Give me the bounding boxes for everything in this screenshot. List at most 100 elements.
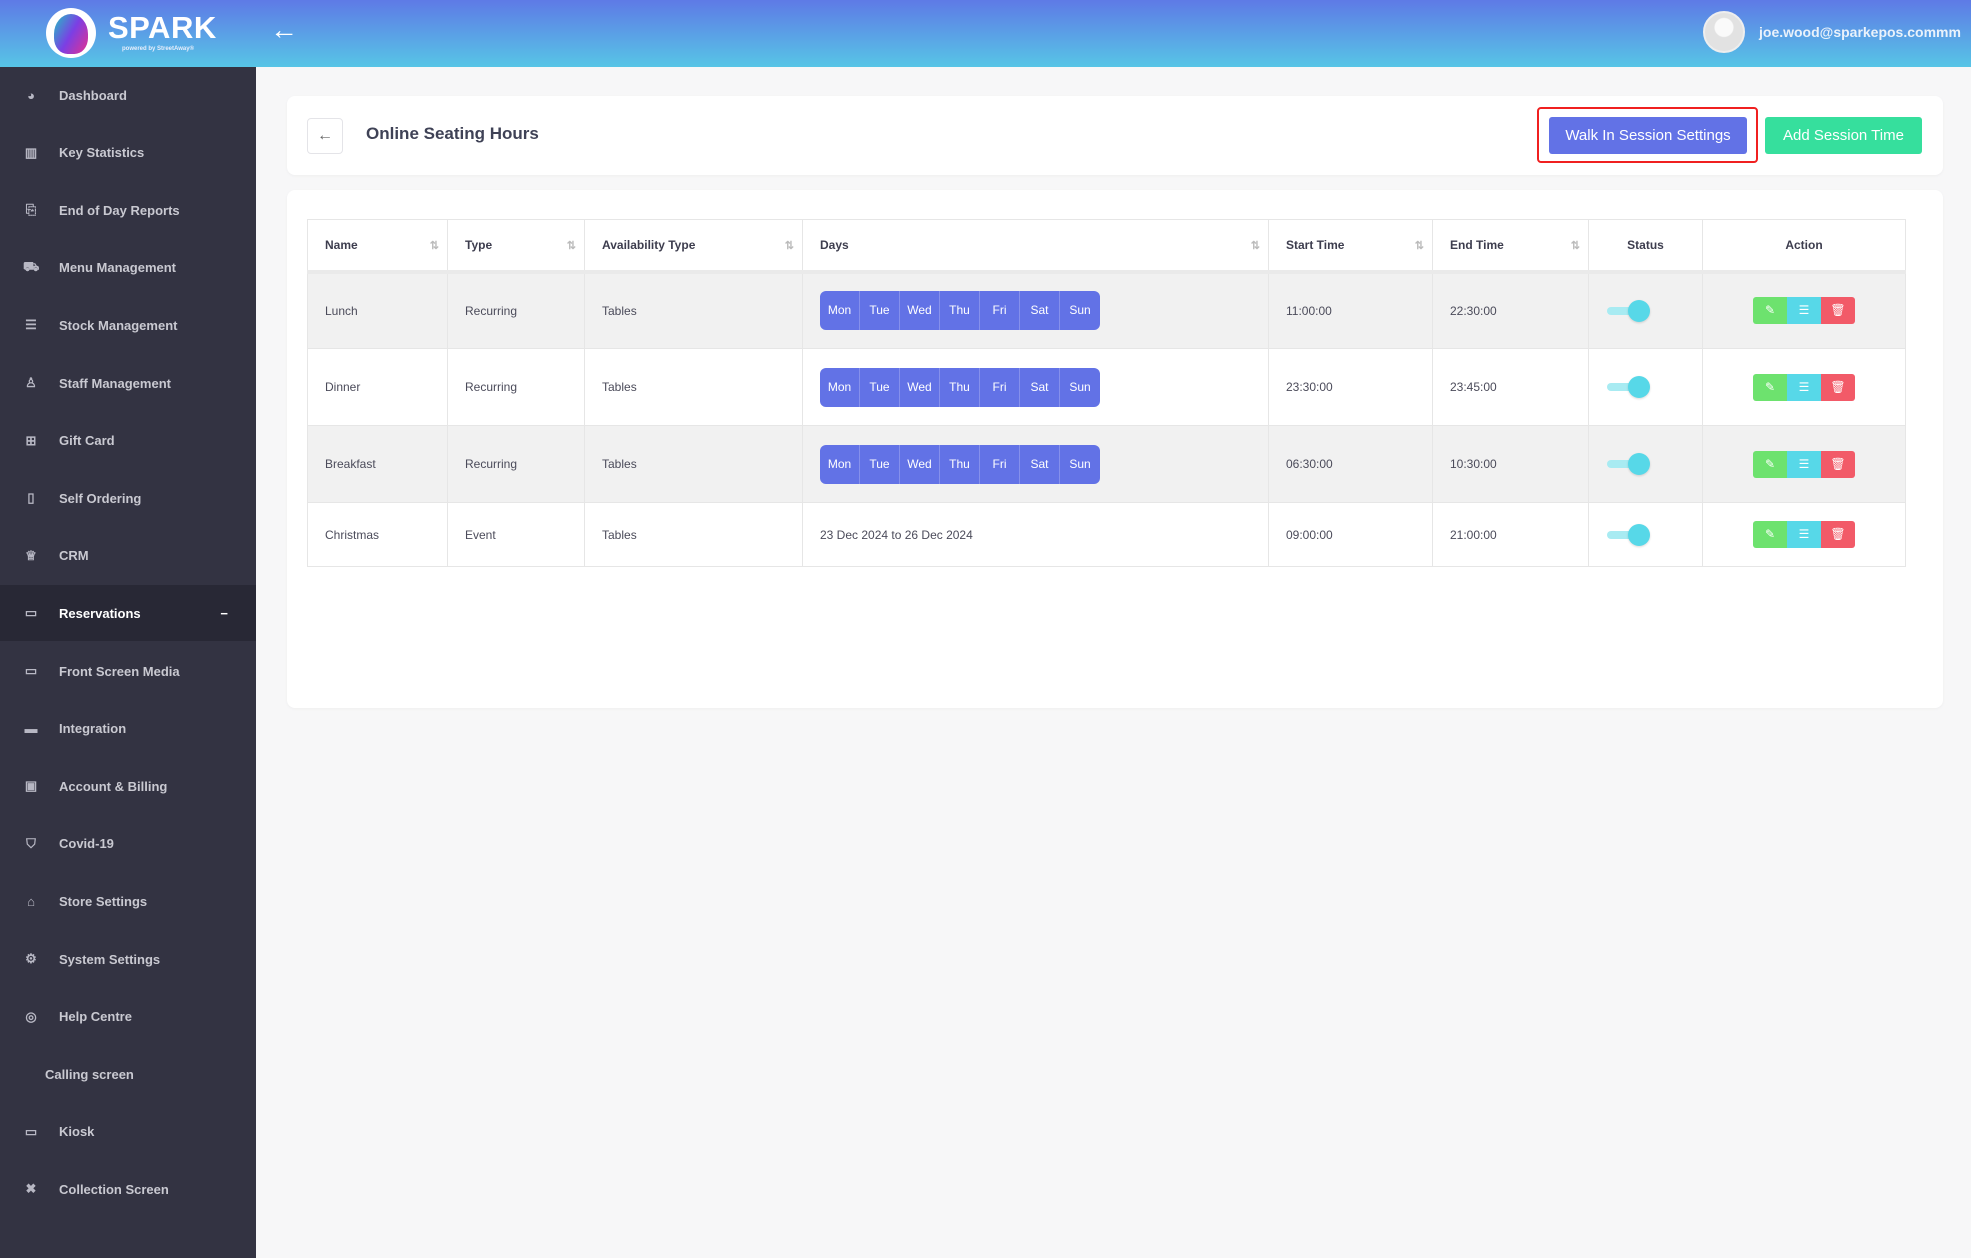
shield-icon: ⛉ bbox=[26, 835, 36, 851]
cell-end-time: 22:30:00 bbox=[1432, 271, 1589, 349]
edit-icon[interactable]: ✎ bbox=[1753, 373, 1787, 401]
cell-action: ✎ ☰ 🗑 bbox=[1702, 425, 1906, 503]
sidebar-item-label: Collection Screen bbox=[59, 1181, 169, 1197]
sidebar-item-reservations[interactable]: ▭ Reservations − bbox=[0, 585, 256, 642]
cart-icon: ⛟ bbox=[23, 258, 40, 274]
cell-name: Lunch bbox=[307, 271, 448, 349]
sidebar-item-menu-management[interactable]: ⛟ Menu Management bbox=[0, 240, 256, 296]
user-email[interactable]: joe.wood@sparkepos.commm bbox=[1759, 24, 1961, 40]
sort-icon: ⇅ bbox=[1414, 240, 1424, 252]
sidebar-item-account-billing[interactable]: ▣ Account & Billing bbox=[0, 758, 256, 814]
dashboard-icon: ◕ bbox=[27, 87, 35, 103]
sidebar-item-self-ordering[interactable]: ▯ Self Ordering bbox=[0, 470, 256, 526]
collapse-icon[interactable]: − bbox=[220, 605, 228, 621]
crown-icon: ♕ bbox=[25, 547, 37, 563]
status-toggle[interactable] bbox=[1607, 375, 1651, 399]
sidebar-item-integration[interactable]: ▬ Integration bbox=[0, 701, 256, 757]
table-row: Lunch Recurring Tables Mon Tue Wed Thu Fri Sa… bbox=[307, 271, 1906, 349]
sidebar-item-calling-screen[interactable]: Calling screen bbox=[0, 1046, 256, 1102]
sidebar-item-label: Store Settings bbox=[59, 893, 148, 909]
trash-icon[interactable]: 🗑 bbox=[1821, 450, 1855, 478]
sidebar-item-label: Integration bbox=[59, 721, 127, 737]
sidebar-item-kiosk[interactable]: ▭ Kiosk bbox=[0, 1104, 256, 1160]
cell-name: Breakfast bbox=[307, 425, 448, 503]
sidebar-item-help-centre[interactable]: ◎ Help Centre bbox=[0, 989, 256, 1045]
add-session-time-button[interactable]: Add Session Time bbox=[1765, 117, 1922, 154]
status-toggle[interactable] bbox=[1607, 523, 1651, 547]
day-badge: Thu bbox=[940, 444, 980, 484]
days-group: Mon Tue Wed Thu Fri Sat Sun bbox=[820, 367, 1100, 407]
day-badge: Mon bbox=[820, 291, 860, 331]
cell-type: Recurring bbox=[447, 425, 585, 503]
column-header-type[interactable]: Type ⇅ bbox=[447, 219, 585, 274]
laptop-icon: ▭ bbox=[24, 663, 38, 678]
column-header-availability-type[interactable]: Availability Type ⇅ bbox=[584, 219, 803, 274]
column-header-name[interactable]: Name ⇅ bbox=[307, 219, 448, 274]
table-row: Christmas Event Tables 23 Dec 2024 to 26… bbox=[307, 502, 1906, 567]
sidebar-item-label: System Settings bbox=[59, 951, 161, 967]
sidebar-item-label: Covid-19 bbox=[59, 836, 114, 852]
sidebar-item-staff-management[interactable]: ♙ Staff Management bbox=[0, 355, 256, 411]
database-icon: ☰ bbox=[25, 317, 37, 333]
bar-chart-icon: ▥ bbox=[24, 144, 38, 160]
column-header-start-time[interactable]: Start Time ⇅ bbox=[1268, 219, 1433, 274]
sidebar-item-crm[interactable]: ♕ CRM bbox=[0, 528, 256, 584]
day-badge: Mon bbox=[820, 367, 860, 407]
sidebar-item-label: Self Ordering bbox=[59, 490, 142, 506]
cell-start-time: 09:00:00 bbox=[1268, 502, 1433, 567]
sidebar-item-key-statistics[interactable]: ▥ Key Statistics bbox=[0, 125, 256, 181]
column-header-end-time[interactable]: End Time ⇅ bbox=[1432, 219, 1589, 274]
trash-icon[interactable]: 🗑 bbox=[1821, 521, 1855, 548]
table-row: Breakfast Recurring Tables Mon Tue Wed Thu F… bbox=[307, 425, 1906, 503]
sidebar-item-label: Help Centre bbox=[59, 1009, 132, 1025]
day-badge: Sun bbox=[1069, 379, 1091, 394]
day-badge: Fri bbox=[980, 444, 1020, 484]
cell-name: Dinner bbox=[307, 348, 448, 426]
sidebar-item-store-settings[interactable]: ⌂ Store Settings bbox=[0, 873, 256, 929]
sidebar-item-end-of-day-reports[interactable]: ⎘ End of Day Reports bbox=[0, 182, 256, 238]
list-icon[interactable]: ☰ bbox=[1787, 373, 1821, 401]
list-icon[interactable]: ☰ bbox=[1787, 297, 1821, 325]
day-badge: Thu bbox=[940, 367, 980, 407]
sidebar-item-stock-management[interactable]: ☰ Stock Management bbox=[0, 297, 256, 353]
list-icon[interactable]: ☰ bbox=[1787, 521, 1821, 548]
day-badge: Thu bbox=[940, 291, 980, 331]
cell-type: Recurring bbox=[447, 271, 585, 349]
walk-in-session-settings-button[interactable]: Walk In Session Settings bbox=[1549, 117, 1747, 154]
wallet-icon: ▣ bbox=[24, 778, 38, 794]
status-toggle[interactable] bbox=[1607, 452, 1651, 476]
cell-days: Mon Tue Wed Thu Fri Sat Sun bbox=[802, 425, 1269, 503]
cell-days: Mon Tue Wed Thu Fri Sat Sun bbox=[802, 271, 1269, 349]
trash-icon[interactable]: 🗑 bbox=[1821, 373, 1855, 401]
top-bar: SPARK powered by StreetAway® ← joe.wood@… bbox=[0, 0, 1971, 67]
avatar[interactable] bbox=[1703, 11, 1745, 53]
brand-subtitle: powered by StreetAway® bbox=[122, 46, 194, 52]
sidebar-item-collection-screen[interactable]: ✖ Collection Screen bbox=[0, 1161, 256, 1217]
edit-icon[interactable]: ✎ bbox=[1753, 297, 1787, 325]
trash-icon[interactable]: 🗑 bbox=[1821, 297, 1855, 325]
sidebar-item-system-settings[interactable]: ⚙ System Settings bbox=[0, 931, 256, 987]
day-badge: Fri bbox=[980, 291, 1020, 331]
sidebar-item-label: Gift Card bbox=[59, 433, 115, 449]
column-header-action: Action bbox=[1702, 219, 1906, 274]
cell-status bbox=[1588, 502, 1703, 567]
sidebar-item-label: Calling screen bbox=[45, 1066, 134, 1082]
cell-end-time: 10:30:00 bbox=[1432, 425, 1589, 503]
sidebar-item-front-screen-media[interactable]: ▭ Front Screen Media bbox=[0, 643, 256, 699]
back-button[interactable]: ← bbox=[307, 118, 343, 154]
sidebar-item-label: Reservations bbox=[59, 605, 141, 621]
day-badge: Sat bbox=[1020, 444, 1060, 484]
sidebar-item-covid-19[interactable]: ⛉ Covid-19 bbox=[0, 816, 256, 872]
edit-icon[interactable]: ✎ bbox=[1753, 450, 1787, 478]
edit-icon[interactable]: ✎ bbox=[1753, 521, 1787, 548]
list-icon[interactable]: ☰ bbox=[1787, 450, 1821, 478]
days-group: Mon Tue Wed Thu Fri Sat Sun bbox=[820, 291, 1100, 331]
sidebar-item-gift-card[interactable]: ⊞ Gift Card bbox=[0, 413, 256, 469]
status-toggle[interactable] bbox=[1607, 299, 1651, 323]
collapse-sidebar-arrow-icon[interactable]: ← bbox=[270, 14, 298, 45]
column-header-days[interactable]: Days ⇅ bbox=[802, 219, 1269, 274]
home-icon: ⌂ bbox=[27, 893, 35, 909]
sidebar-item-label: Staff Management bbox=[59, 375, 171, 391]
calendar-icon: ▭ bbox=[24, 605, 38, 621]
sidebar-item-dashboard[interactable]: ◕ Dashboard bbox=[0, 67, 256, 123]
